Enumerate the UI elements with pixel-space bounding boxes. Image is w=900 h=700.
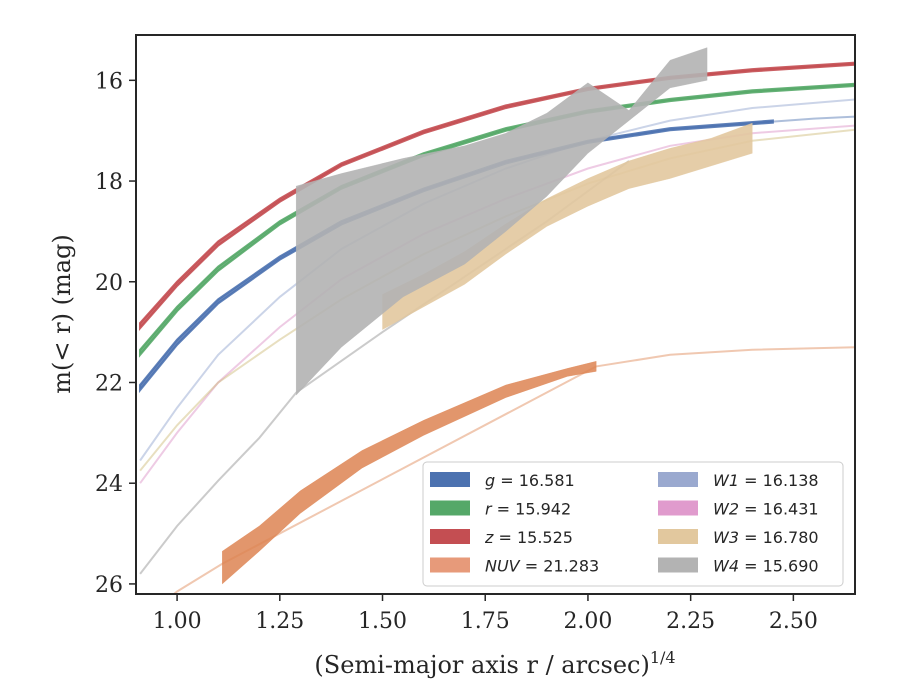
legend-frame: [422, 461, 844, 587]
legend-item-nuv-label: NUV = 21.283: [485, 557, 599, 576]
bands-layer: [139, 47, 855, 585]
y-axis-label: m(< r) (mag): [48, 234, 76, 393]
legend-item-w1-label: W1 = 16.138: [713, 471, 819, 490]
x-tick-label: 1.50: [358, 609, 407, 634]
legend-item-w3: W3 = 16.780: [658, 528, 819, 547]
legend: g = 16.581 r = 15.942 z = 15.525 NUV = 21.2…: [422, 461, 844, 587]
series-nuv-band: [222, 360, 597, 585]
x-tick-label: 1.75: [461, 609, 510, 634]
legend-item-w4: W4 = 15.690: [658, 557, 819, 576]
x-axis-label-text: (Semi-major axis r / arcsec): [314, 651, 649, 679]
legend-item-r: r = 15.942: [430, 500, 571, 519]
legend-item-w1-swatch: [658, 472, 698, 487]
series-w4-band: [295, 47, 708, 396]
legend-item-nuv: NUV = 21.283: [430, 557, 599, 576]
legend-item-r-label: r = 15.942: [485, 500, 571, 519]
legend-item-z-label: z = 15.525: [484, 528, 573, 547]
legend-item-w2: W2 = 16.431: [658, 500, 819, 519]
y-tick-label: 20: [95, 271, 123, 296]
legend-item-r-swatch: [430, 500, 470, 516]
legend-item-w1: W1 = 16.138: [658, 471, 819, 490]
legend-item-nuv-swatch: [430, 557, 470, 573]
legend-item-z-swatch: [430, 529, 470, 544]
x-tick-label: 1.00: [153, 609, 202, 634]
plot-frame: [135, 34, 856, 595]
x-axis-label-exponent: 1/4: [650, 648, 676, 667]
x-axis-label: (Semi-major axis r / arcsec)1/4: [314, 648, 675, 679]
x-tick-label: 1.25: [255, 609, 304, 634]
legend-item-z: z = 15.525: [430, 528, 573, 547]
legend-item-w4-swatch: [658, 557, 698, 573]
legend-item-w3-label: W3 = 16.780: [713, 528, 819, 547]
legend-item-g-label: g = 16.581: [485, 471, 575, 490]
y-tick-label: 16: [95, 69, 123, 94]
x-tick-label: 2.50: [769, 609, 818, 634]
legend-item-w4-label: W4 = 15.690: [713, 557, 819, 576]
legend-item-w2-swatch: [658, 500, 698, 516]
legend-item-g-swatch: [430, 472, 470, 487]
legend-item-w2-label: W2 = 16.431: [713, 500, 819, 519]
y-tick-label: 24: [95, 472, 123, 497]
series-g-faint-line: [772, 115, 855, 123]
legend-item-g: g = 16.581: [430, 471, 575, 490]
y-axis: 16 18 20 22 24 26: [95, 69, 136, 598]
x-tick-label: 2.25: [666, 609, 715, 634]
x-axis: 1.00 1.25 1.50 1.75 2.00 2.25 2.50: [153, 594, 818, 634]
y-tick-label: 22: [95, 371, 123, 396]
y-tick-label: 18: [95, 170, 123, 195]
series-z-band: [139, 61, 855, 332]
x-tick-label: 2.00: [563, 609, 612, 634]
y-tick-label: 26: [95, 573, 123, 598]
legend-item-w3-swatch: [658, 529, 698, 544]
